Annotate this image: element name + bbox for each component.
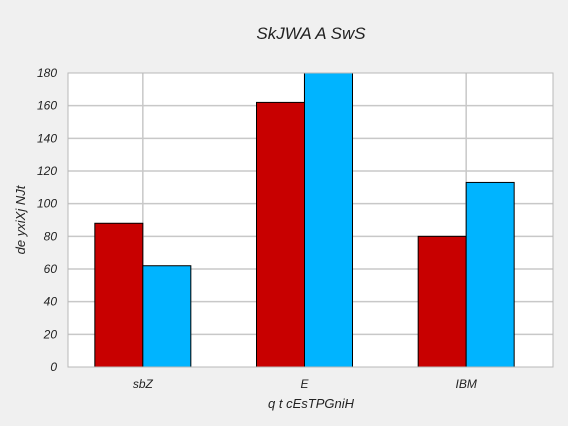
- y-tick-label: 140: [37, 131, 57, 145]
- x-tick-label: IBM: [455, 377, 476, 391]
- y-tick-label: 100: [37, 197, 57, 211]
- x-tick-label: E: [300, 377, 309, 391]
- plot-border: [67, 72, 554, 368]
- y-tick-label: 60: [44, 262, 58, 276]
- chart-title: SkJWA A SwS: [256, 24, 366, 43]
- bar: [465, 181, 515, 368]
- y-tick-label: 0: [50, 360, 57, 374]
- y-tick-label: 80: [44, 229, 58, 243]
- y-tick-label: 40: [44, 295, 58, 309]
- bar: [94, 222, 144, 368]
- bar: [256, 101, 305, 368]
- y-tick-label: 180: [37, 66, 57, 80]
- bar: [417, 235, 467, 368]
- bar: [304, 72, 353, 368]
- y-tick-labels: 0 20 40 60 80 100 120 140 160 180: [37, 66, 57, 374]
- y-tick-label: 20: [43, 327, 58, 341]
- y-axis-label: de yxiXj NJt: [13, 184, 28, 254]
- x-axis-label: q t cEsTPGniH: [268, 396, 355, 411]
- bar: [142, 265, 192, 368]
- x-tick-label: sbZ: [133, 377, 154, 391]
- y-tick-label: 120: [37, 164, 57, 178]
- bars: [94, 72, 515, 368]
- y-tick-label: 160: [37, 99, 57, 113]
- x-tick-labels: sbZ E IBM: [133, 377, 477, 391]
